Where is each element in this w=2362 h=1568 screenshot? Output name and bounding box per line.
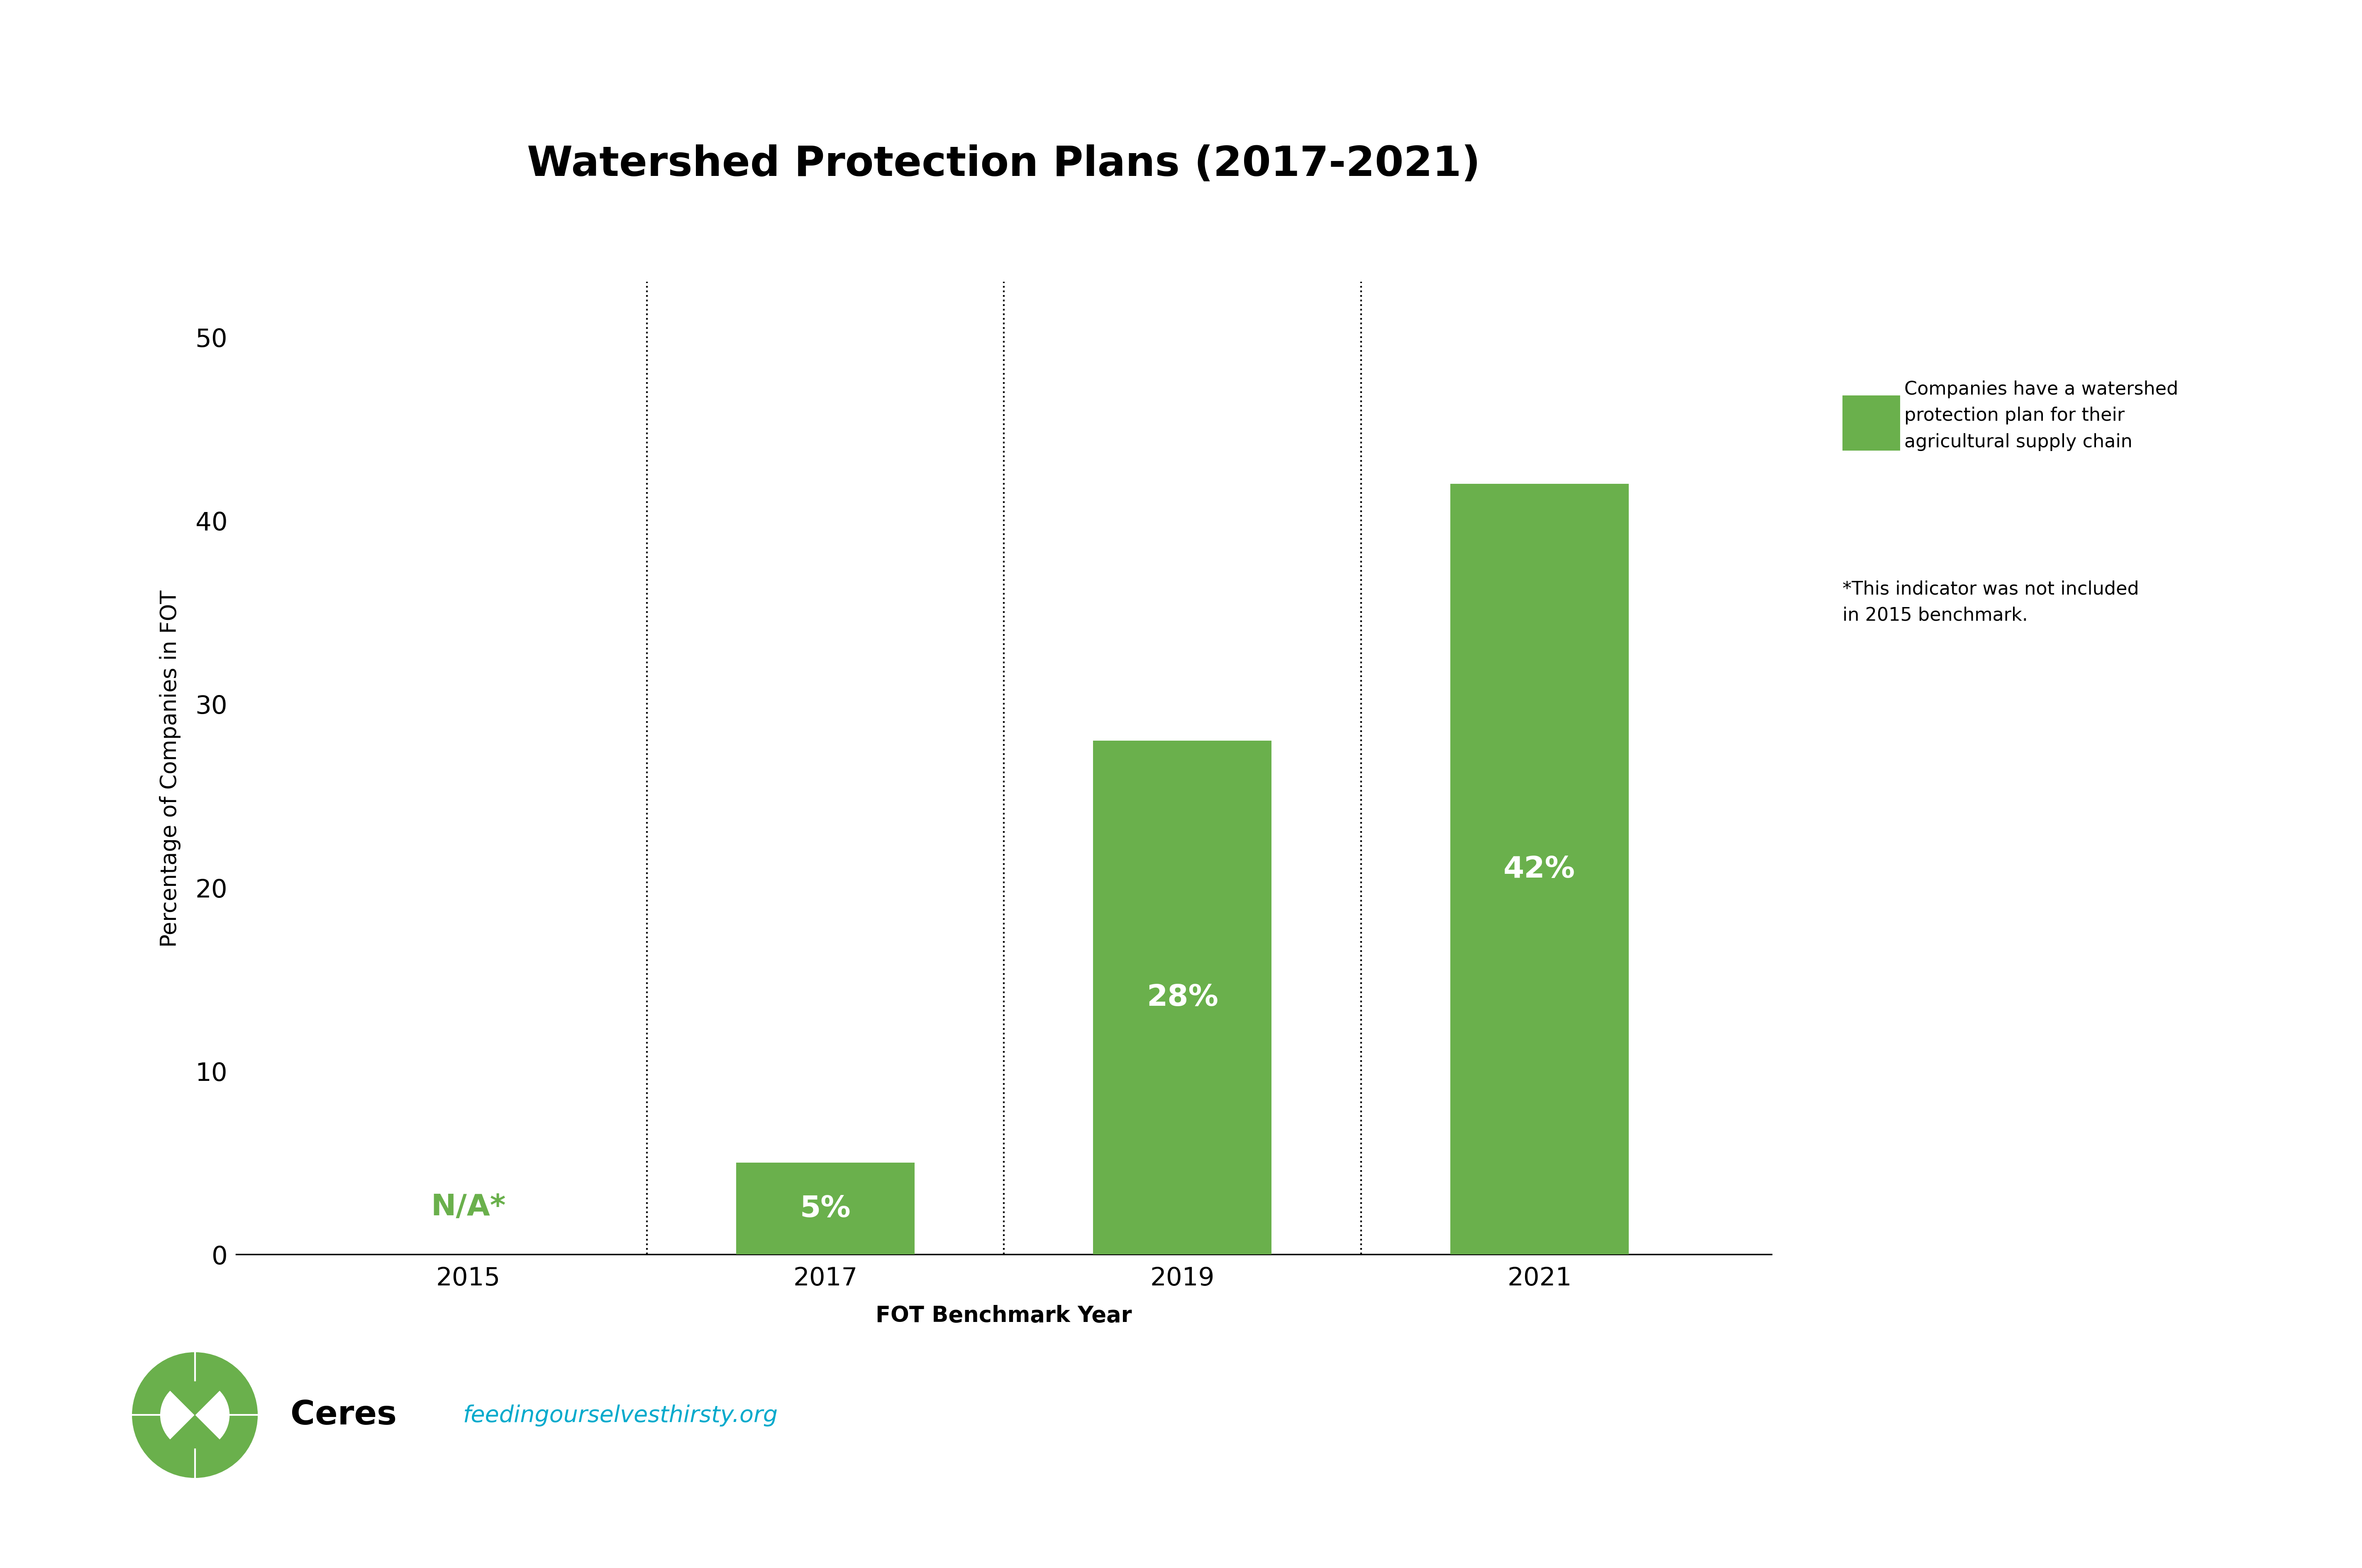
Circle shape [161, 1381, 229, 1449]
Text: Watershed Protection Plans (2017-2021): Watershed Protection Plans (2017-2021) [527, 144, 1481, 185]
Text: 28%: 28% [1146, 983, 1219, 1011]
Text: N/A*: N/A* [430, 1193, 505, 1221]
X-axis label: FOT Benchmark Year: FOT Benchmark Year [876, 1305, 1131, 1327]
Y-axis label: Percentage of Companies in FOT: Percentage of Companies in FOT [158, 590, 182, 947]
Text: Ceres: Ceres [291, 1399, 397, 1432]
Text: 42%: 42% [1505, 855, 1575, 883]
Bar [1094, 740, 1271, 1254]
Text: 5%: 5% [801, 1195, 850, 1223]
Text: *This indicator was not included
in 2015 benchmark.: *This indicator was not included in 2015… [1842, 580, 2140, 624]
Bar [737, 1163, 914, 1254]
Text: feedingourselvesthirsty.org: feedingourselvesthirsty.org [463, 1403, 777, 1427]
Text: Companies have a watershed
protection plan for their
agricultural supply chain: Companies have a watershed protection pl… [1904, 381, 2178, 450]
Wedge shape [154, 1356, 236, 1414]
Bar [1450, 485, 1630, 1254]
Wedge shape [154, 1414, 236, 1474]
Circle shape [132, 1353, 257, 1477]
